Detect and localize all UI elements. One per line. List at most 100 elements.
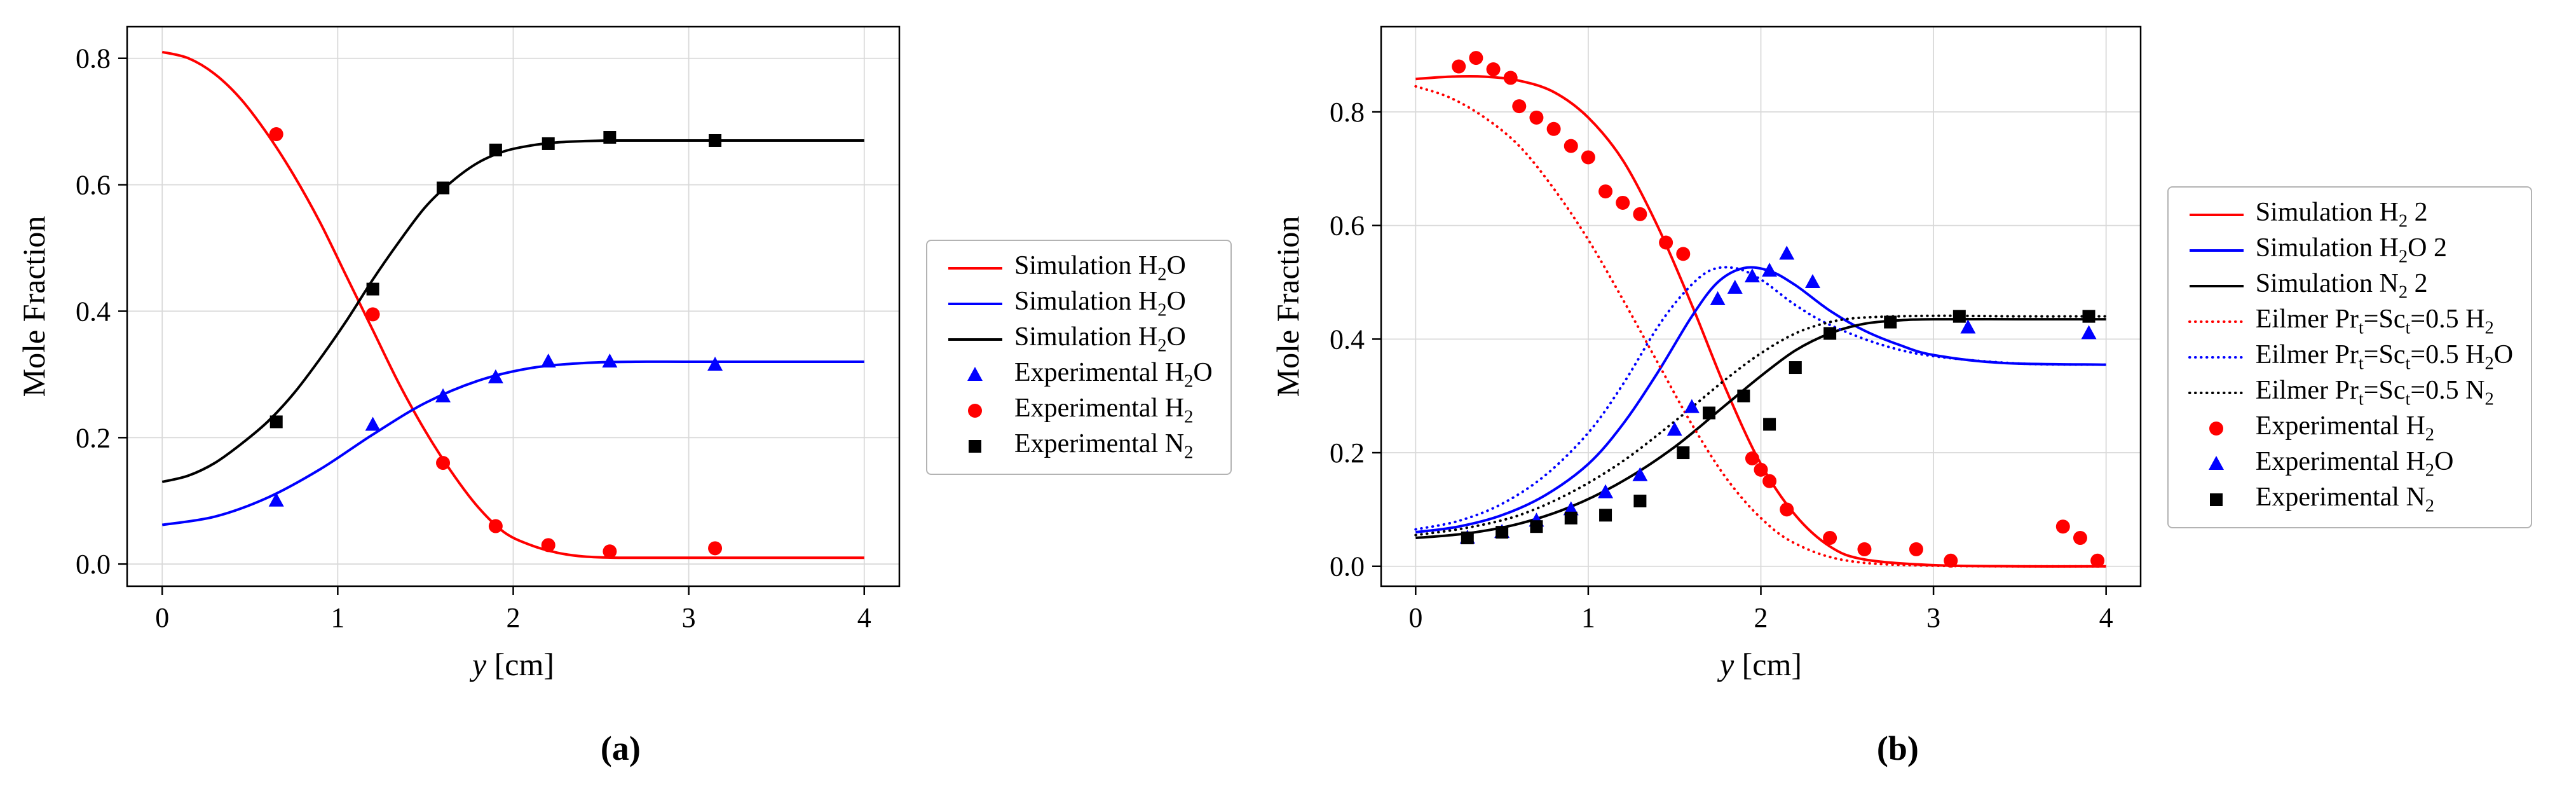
- series-experimental-h: [1451, 51, 2104, 568]
- legend-item-experimental-n: Experimental N2: [945, 430, 1213, 462]
- axis-ticks: 0 1 2 3 4 0.0 0.2 0.4 0.6 0.8: [76, 43, 871, 633]
- legend-line-swatch: [2188, 356, 2245, 359]
- legend-label: Eilmer Prt=Sct=0.5 H2: [2255, 305, 2494, 338]
- legend-label: Simulation H2O: [1014, 287, 1186, 320]
- y-tick-label: 0.8: [76, 43, 111, 74]
- legend-label: Experimental N2: [1014, 429, 1194, 463]
- legend-item-simulation-h-o: Simulation H2O: [945, 324, 1213, 355]
- y-tick-label: 0.8: [1330, 97, 1365, 128]
- legend-label: Simulation N2 2: [2255, 269, 2428, 303]
- legend-item-experimental-h: Experimental H2: [2186, 413, 2513, 444]
- legend-item-experimental-h-o: Experimental H2O: [945, 359, 1213, 391]
- series-eilmer-pr-sc-0-5-n: [1414, 314, 2108, 537]
- legend-square-icon: [969, 440, 981, 453]
- legend-circle-icon: [968, 404, 982, 418]
- legend-label: Experimental H2: [1014, 394, 1194, 427]
- legend-label: Eilmer Prt=Sct=0.5 H2O: [2255, 340, 2514, 374]
- series-experimental-n: [269, 131, 722, 429]
- legend-triangle-icon: [2208, 456, 2224, 470]
- axis-ticks: 0 1 2 3 4 0.0 0.2 0.4 0.6 0.8: [1330, 97, 2113, 633]
- x-tick-label: 2: [507, 602, 521, 633]
- legend-item-eilmer-pr-sc-0-5-h-o: Eilmer Prt=Sct=0.5 H2O: [2186, 341, 2513, 373]
- chart-row-a: 0 1 2 3 4 0.0 0.2 0.4 0.6 0.8 y [cm] Mole Fraction …: [10, 8, 1232, 707]
- legend-triangle-icon: [967, 367, 983, 381]
- legend-item-simulation-h-o: Simulation H2O: [945, 288, 1213, 320]
- y-tick-label: 0.2: [76, 422, 111, 453]
- legend-square-icon: [2209, 493, 2223, 506]
- legend-label: Experimental H2O: [1014, 358, 1213, 392]
- gridlines: [1380, 27, 2141, 586]
- panel-b: 0 1 2 3 4 0.0 0.2 0.4 0.6 0.8 y [cm] Mole Fraction …: [1264, 8, 2533, 768]
- y-tick-label: 0.4: [76, 296, 111, 327]
- legend-label: Simulation H2O 2: [2255, 233, 2448, 267]
- legend-line-swatch: [2188, 320, 2245, 323]
- legend-circle-icon: [2209, 422, 2223, 436]
- y-axis-label: Mole Fraction: [16, 216, 51, 397]
- caption-a: (a): [600, 729, 641, 767]
- x-tick-label: 3: [1926, 602, 1940, 633]
- x-tick-label: 1: [1581, 602, 1595, 633]
- figure: 0 1 2 3 4 0.0 0.2 0.4 0.6 0.8 y [cm] Mole Fraction …: [10, 8, 2533, 768]
- plot-svg: 0 1 2 3 4 0.0 0.2 0.4 0.6 0.8 y [cm] Mole Fraction: [1270, 25, 2141, 682]
- panel-a: 0 1 2 3 4 0.0 0.2 0.4 0.6 0.8 y [cm] Mole Fraction …: [10, 8, 1232, 768]
- y-tick-label: 0.2: [1330, 437, 1365, 469]
- series-eilmer-pr-sc-0-5-h: [1414, 85, 2108, 568]
- legend-b: Simulation H2 2 Simulation H2O 2 Simulatio…: [2167, 186, 2533, 528]
- legend-line-swatch: [948, 303, 1002, 305]
- legend-item-eilmer-pr-sc-0-5-h: Eilmer Prt=Sct=0.5 H2: [2186, 306, 2513, 338]
- legend-line-swatch: [2189, 249, 2244, 252]
- gridlines: [127, 27, 899, 586]
- x-tick-label: 0: [1408, 602, 1422, 633]
- series-simulation-h-o: [161, 360, 864, 526]
- x-tick-label: 3: [682, 602, 696, 633]
- legend-item-simulation-h-o-2: Simulation H2O 2: [2186, 235, 2513, 266]
- legend-line-swatch: [2188, 392, 2245, 394]
- legend-item-simulation-n-2: Simulation N2 2: [2186, 270, 2513, 302]
- series-eilmer-pr-sc-0-5-h-o: [1414, 266, 2108, 531]
- chart-b: 0 1 2 3 4 0.0 0.2 0.4 0.6 0.8 y [cm] Mole Fraction: [1264, 8, 2160, 707]
- legend-line-swatch: [948, 267, 1002, 270]
- y-tick-label: 0.4: [1330, 324, 1365, 355]
- legend-label: Simulation H2O: [1014, 322, 1186, 356]
- y-tick-label: 0.6: [1330, 210, 1365, 242]
- y-tick-label: 0.0: [76, 549, 111, 580]
- plot-svg: 0 1 2 3 4 0.0 0.2 0.4 0.6 0.8 y [cm] Mole Fraction: [16, 25, 901, 682]
- series-experimental-h-o: [268, 353, 723, 507]
- chart-a: 0 1 2 3 4 0.0 0.2 0.4 0.6 0.8 y [cm] Mole Fraction: [10, 8, 918, 707]
- series-simulation-h-o: [161, 139, 864, 483]
- x-tick-label: 0: [155, 602, 169, 633]
- legend-label: Eilmer Prt=Sct=0.5 N2: [2255, 376, 2494, 409]
- x-tick-label: 2: [1754, 602, 1768, 633]
- legend-item-experimental-n: Experimental N2: [2186, 484, 2513, 516]
- series-experimental-h: [269, 127, 723, 559]
- legend-label: Experimental H2O: [2255, 447, 2454, 481]
- x-tick-label: 1: [331, 602, 344, 633]
- series-simulation-h-o-2: [1415, 266, 2106, 534]
- legend-item-experimental-h-o: Experimental H2O: [2186, 448, 2513, 480]
- legend-label: Experimental N2: [2255, 483, 2435, 516]
- legend-item-experimental-h: Experimental H2: [945, 395, 1213, 427]
- legend-item-eilmer-pr-sc-0-5-n: Eilmer Prt=Sct=0.5 N2: [2186, 377, 2513, 409]
- legend-a: Simulation H2O Simulation H2O Simulation H…: [926, 240, 1232, 475]
- legend-item-simulation-h-2: Simulation H2 2: [2186, 199, 2513, 231]
- legend-line-swatch: [2189, 285, 2244, 287]
- x-axis-label: y [cm]: [1717, 647, 1802, 682]
- legend-line-swatch: [2189, 214, 2244, 216]
- y-tick-label: 0.0: [1330, 551, 1365, 582]
- y-tick-label: 0.6: [76, 170, 111, 201]
- legend-label: Experimental H2: [2255, 411, 2435, 445]
- y-axis-label: Mole Fraction: [1270, 216, 1305, 397]
- chart-row-b: 0 1 2 3 4 0.0 0.2 0.4 0.6 0.8 y [cm] Mole Fraction …: [1264, 8, 2533, 707]
- x-tick-label: 4: [2099, 602, 2113, 633]
- caption-b: (b): [1876, 729, 1919, 767]
- legend-label: Simulation H2 2: [2255, 198, 2428, 231]
- x-axis-label: y [cm]: [469, 647, 554, 682]
- legend-item-simulation-h-o: Simulation H2O: [945, 252, 1213, 284]
- series-simulation-h-o: [161, 50, 864, 559]
- series-experimental-h-o: [1459, 245, 2097, 544]
- series-simulation-h-2: [1415, 75, 2106, 568]
- legend-label: Simulation H2O: [1014, 251, 1186, 285]
- series-experimental-n: [1461, 310, 2096, 545]
- legend-line-swatch: [948, 338, 1002, 341]
- x-tick-label: 4: [857, 602, 871, 633]
